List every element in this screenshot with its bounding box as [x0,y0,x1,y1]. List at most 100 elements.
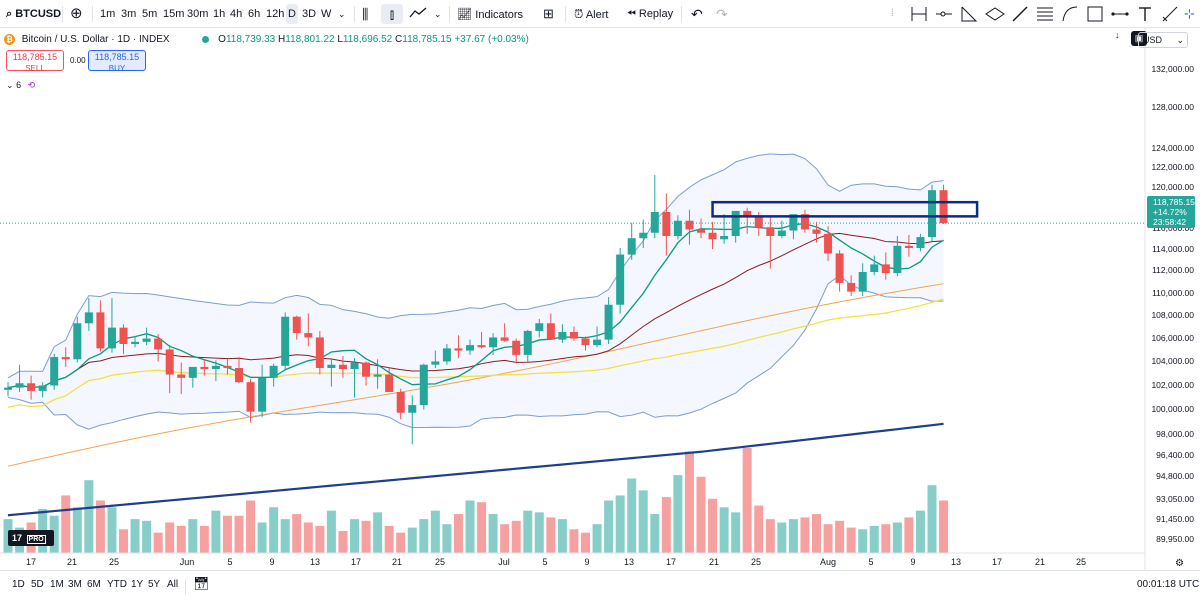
price-tick-label: 94,800.00 [1156,471,1194,481]
interval-4h[interactable]: 4h [230,8,243,20]
candle-body [569,332,578,339]
trend-line-icon[interactable] [1011,5,1029,25]
candles-icon[interactable]: ⫾ [381,4,403,24]
divider [565,6,566,22]
volume-bar [927,485,937,553]
interval-12h[interactable]: 12h [266,8,285,20]
candle-body [708,232,717,240]
symbol-title[interactable]: Bitcoin / U.S. Dollar · 1D · INDEX [21,34,170,45]
volume-bar [684,451,694,553]
candle-countdown: 23:58:42 [1153,217,1186,227]
fib-icon[interactable] [1036,5,1054,25]
time-tick-label: 5 [542,557,547,567]
volume-bar [858,529,868,553]
volume-bar [604,500,614,553]
volume-bar [199,525,209,553]
sell-button[interactable]: 118,785.15 SELL [6,50,64,73]
add-symbol-icon[interactable]: ⊕ [70,5,83,22]
range-all[interactable]: All [167,579,179,590]
volume-bar [315,525,325,553]
interval-1m[interactable]: 1m [100,8,116,20]
candle-body [812,229,821,234]
undo-icon[interactable]: ↶ [691,6,703,22]
price-scale-down-icon[interactable]: ↓ [1115,30,1120,40]
horizontal-ray-icon[interactable] [935,5,953,25]
indicators-toggle[interactable]: ⌄ 6 ⟲ [6,78,35,92]
triangle-icon[interactable] [960,5,978,25]
time-tick-label: 17 [992,557,1002,567]
volume-bar [477,502,487,553]
interval-5m[interactable]: 5m [142,8,158,20]
candle-body [800,214,809,230]
chevron-down-icon[interactable]: ⌄ [434,9,442,19]
volume-bar [569,529,579,553]
candle-body [315,337,324,368]
range-1m[interactable]: 1M [50,579,64,590]
price-tick-label: 110,000.00 [1152,288,1194,298]
range-3m[interactable]: 3M [68,579,82,590]
high-value: 118,801.22 [285,34,335,45]
volume-bar [661,497,671,553]
curve-icon[interactable] [1061,5,1079,25]
candle-body [627,238,636,255]
symbol-search[interactable]: ⌕ BTCUSD [6,8,62,20]
alert-button[interactable]: ⏰︎ Alert [574,7,609,21]
range-ytd[interactable]: YTD [107,579,127,590]
volume-bar [581,532,590,553]
candle-body [38,385,47,391]
bar-chart-icon[interactable]: ⫼ [362,6,369,22]
volume-bar [303,522,313,553]
time-tick-label: Jul [498,557,510,567]
interval-1h[interactable]: 1h [213,8,226,20]
templates-icon[interactable]: ⊞ [543,6,554,21]
range-1y[interactable]: 1Y [131,579,144,590]
interval-30m[interactable]: 30m [187,8,209,20]
interval-w[interactable]: W [321,8,332,20]
interval-15m[interactable]: 15m [163,8,185,20]
line-chart-icon[interactable] [409,6,427,26]
interval-6h[interactable]: 6h [248,8,261,20]
time-tick-label: 17 [26,557,36,567]
currency-select[interactable]: USD ⌄ [1138,32,1188,48]
ellipse-icon[interactable] [985,5,1005,25]
range-1d[interactable]: 1D [12,579,25,590]
crosshair-icon[interactable]: ⊹ [1184,6,1195,21]
price-tick-label: 122,000.00 [1151,162,1194,172]
candle-body [489,337,498,348]
measure-icon[interactable] [1161,5,1179,25]
interval-d[interactable]: D [286,4,298,24]
replay-button[interactable]: ⏪︎ Replay [627,8,674,20]
current-change-value: +14.72% [1153,207,1187,217]
candle-body [211,365,220,370]
range-5y[interactable]: 5Y [148,579,161,590]
bitcoin-icon: ₿ [4,33,15,45]
candle-body [789,214,798,231]
candle-body [165,349,174,375]
indicators-button[interactable]: 📈︎ Indicators [457,7,523,21]
time-axis: 17 21 25 Jun 5 9 13 17 21 25 Jul 5 9 13 17 21 25 Aug 5 9 13 1… [0,552,1184,569]
text-icon[interactable] [1136,5,1154,25]
change-value: +37.67 (+0.03%) [454,34,529,45]
candle-body [673,220,682,236]
utc-clock[interactable]: 00:01:18 UTC [1137,579,1200,590]
range-6m[interactable]: 6M [87,579,101,590]
buy-button[interactable]: 118,785.15 BUY [88,50,146,73]
interval-3m[interactable]: 3m [121,8,137,20]
range-5d[interactable]: 5D [31,579,44,590]
interval-3d[interactable]: 3D [302,8,317,20]
rectangle-icon[interactable] [1086,5,1104,25]
date-range-icon[interactable] [910,5,928,25]
candle-body [650,212,659,233]
redo-icon[interactable]: ↷ [716,6,728,22]
volume-bar [384,525,394,553]
drag-handle-icon[interactable]: ⁞ [891,8,894,19]
horizontal-line-icon[interactable] [1111,5,1129,25]
volume-bar [107,507,117,553]
candle-body [697,229,705,233]
candle-body [27,383,36,391]
ma-yellow-line [7,298,944,408]
volume-bar [915,510,925,553]
calendar-icon[interactable]: 📅︎ [193,576,210,591]
chevron-down-icon[interactable]: ⌄ [338,9,346,19]
